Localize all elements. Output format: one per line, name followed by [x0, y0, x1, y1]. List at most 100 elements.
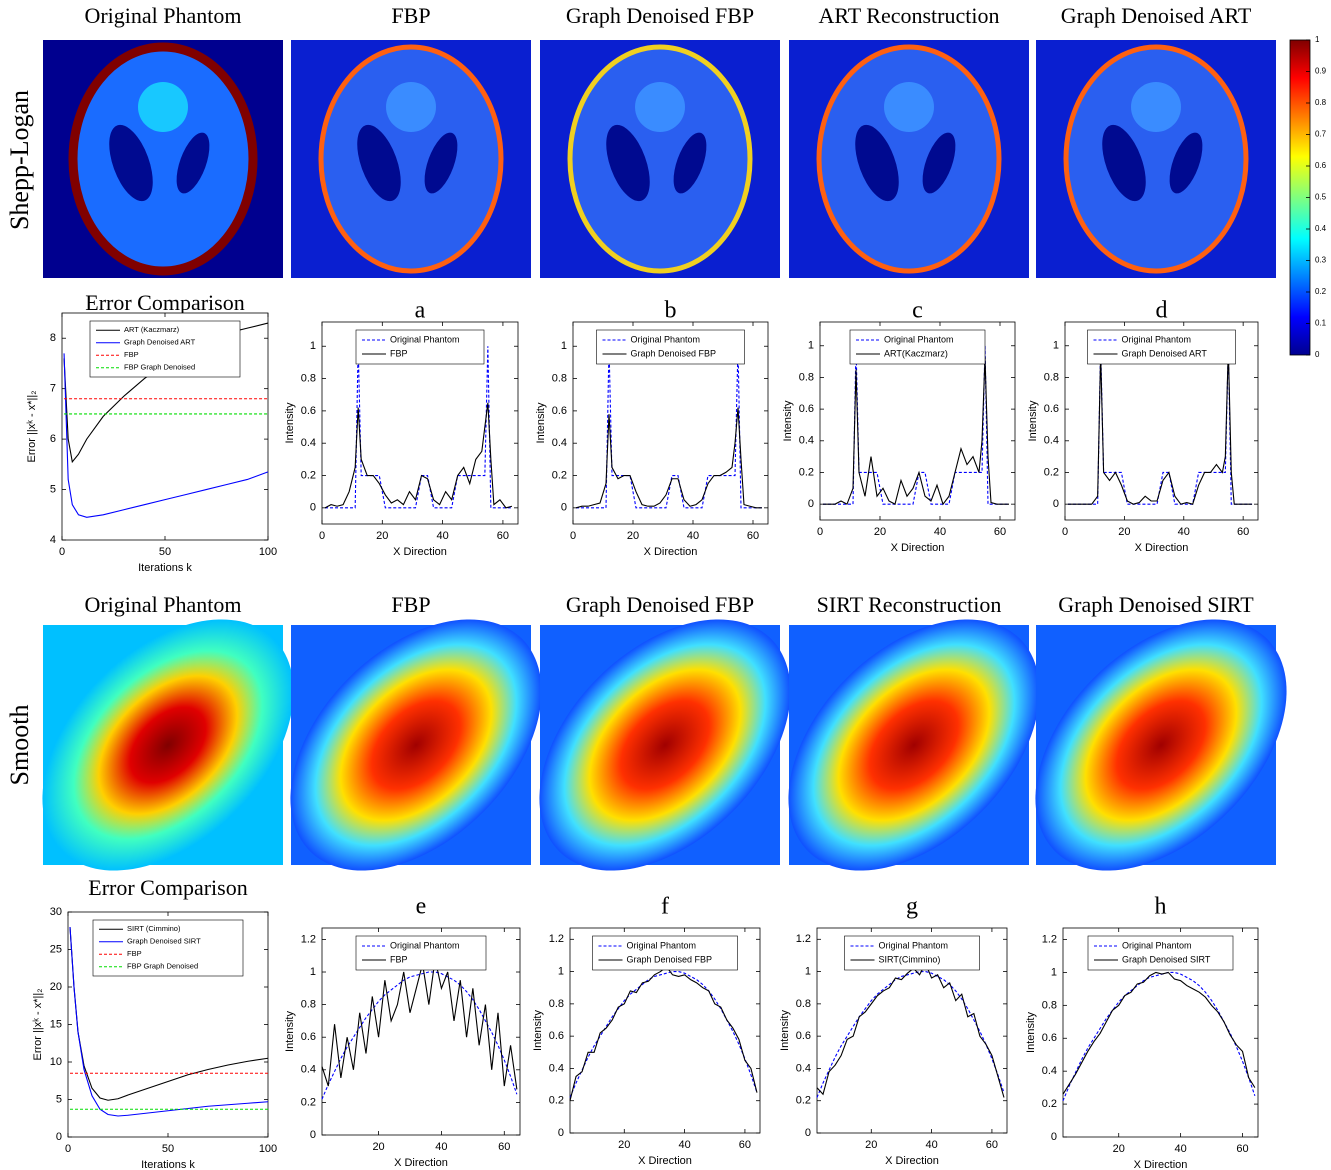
legend: Original Phantom Graph Denoised SIRT	[1088, 936, 1233, 970]
x-tick-label: 60	[1237, 526, 1249, 538]
y-tick-label: 0	[561, 502, 567, 514]
x-axis-label: X Direction	[891, 542, 945, 554]
legend: Original PhantomGraph Denoised ART	[1088, 330, 1236, 364]
x-tick-label: 60	[1236, 1143, 1248, 1155]
image	[988, 572, 1331, 918]
x-tick-label: 60	[994, 526, 1006, 538]
x-tick-label: 40	[436, 530, 448, 542]
y-tick-label: 7	[50, 383, 56, 395]
y-axis-label: Intensity	[284, 1011, 296, 1052]
legend: SIRT (Cimmino)Graph Denoised SIRTFBPFBP …	[93, 920, 243, 976]
y-tick-label: 20	[50, 981, 62, 993]
y-tick-label: 1	[558, 965, 564, 977]
y-tick-label: 1	[310, 340, 316, 352]
y-tick-label: 1.2	[796, 933, 811, 945]
image-title: Graph Denoised ART	[1061, 3, 1252, 28]
x-tick-label: 20	[1113, 1143, 1125, 1155]
y-tick-label: 0.6	[796, 1030, 811, 1042]
y-tick-label: 0.4	[1044, 435, 1059, 447]
x-axis-label: X Direction	[885, 1155, 939, 1167]
y-tick-label: 0.6	[1042, 1032, 1057, 1044]
x-tick-label: 40	[687, 530, 699, 542]
colorbar-tick-label: 0.6	[1315, 161, 1327, 170]
image-shape	[884, 82, 934, 132]
x-tick-label: 0	[570, 530, 576, 542]
y-tick-label: 0.4	[301, 1064, 316, 1076]
image-title: Original Phantom	[84, 592, 241, 617]
legend-label: Original Phantom	[390, 940, 460, 950]
colorbar-tick-label: 1	[1315, 35, 1320, 44]
x-tick-label: 0	[817, 526, 823, 538]
image-title: FBP	[391, 3, 430, 28]
y-tick-label: 0.2	[796, 1095, 811, 1107]
y-tick-label: 0	[56, 1131, 62, 1143]
x-tick-label: 20	[874, 526, 886, 538]
x-axis-label: Iterations k	[141, 1159, 195, 1170]
y-tick-label: 1	[310, 966, 316, 978]
x-axis-label: X Direction	[638, 1155, 692, 1167]
row-label: Shepp-Logan	[5, 90, 34, 230]
colorbar-tick-label: 0.9	[1315, 67, 1327, 76]
row-label: Smooth	[5, 705, 34, 786]
x-axis-label: X Direction	[644, 546, 698, 558]
colorbar-tick-label: 0.4	[1315, 224, 1327, 233]
y-tick-label: 0.4	[799, 435, 814, 447]
image	[1036, 40, 1276, 278]
colorbar-tick-label: 0.1	[1315, 319, 1327, 328]
y-tick-label: 0.8	[796, 998, 811, 1010]
x-tick-label: 100	[259, 546, 277, 558]
colorbar-tick-label: 0.3	[1315, 256, 1327, 265]
image-shape	[386, 82, 436, 132]
y-tick-label: 0.8	[552, 372, 567, 384]
y-tick-label: 1	[561, 340, 567, 352]
x-tick-label: 20	[376, 530, 388, 542]
legend-label: FBP	[124, 350, 139, 359]
legend-label: FBP	[390, 348, 408, 358]
y-tick-label: 1	[1053, 340, 1059, 352]
y-tick-label: 1	[805, 965, 811, 977]
x-tick-label: 60	[739, 1139, 751, 1151]
y-tick-label: 15	[50, 1018, 62, 1030]
x-axis-label: X Direction	[1134, 1159, 1188, 1170]
legend-label: FBP	[390, 954, 408, 964]
y-tick-label: 0.6	[552, 405, 567, 417]
y-tick-label: 0	[805, 1127, 811, 1139]
legend-label: Graph Denoised SIRT	[1122, 954, 1211, 964]
image-shape	[1131, 82, 1181, 132]
y-tick-label: 0.2	[552, 469, 567, 481]
image	[741, 572, 1087, 918]
legend: Original Phantom FBP	[356, 330, 484, 364]
colorbar-tick-label: 0.7	[1315, 130, 1327, 139]
y-tick-label: 0.2	[301, 469, 316, 481]
colorbar-tick-label: 0.5	[1315, 193, 1327, 202]
legend-label: Graph Denoised ART	[124, 338, 196, 347]
y-tick-label: 0	[558, 1127, 564, 1139]
chart-title: c	[912, 298, 923, 324]
legend: Original Phantom FBP	[356, 936, 486, 970]
legend-label: ART(Kaczmarz)	[884, 348, 948, 358]
y-tick-label: 1	[808, 340, 814, 352]
legend-label: Original Phantom	[1122, 940, 1192, 950]
legend-label: Original Phantom	[631, 334, 701, 344]
image-shape	[1066, 47, 1246, 271]
y-tick-label: 0.4	[796, 1062, 811, 1074]
x-tick-label: 40	[1174, 1143, 1186, 1155]
legend-label: Original Phantom	[390, 334, 460, 344]
x-tick-label: 100	[259, 1143, 277, 1155]
chart-title: b	[665, 298, 677, 324]
legend-label: Graph Denoised FBP	[627, 954, 713, 964]
image	[540, 40, 780, 278]
image-title: Original Phantom	[84, 3, 241, 28]
y-tick-label: 5	[56, 1093, 62, 1105]
y-axis-label: Intensity	[284, 402, 296, 443]
x-tick-label: 40	[435, 1141, 447, 1153]
x-tick-label: 20	[627, 530, 639, 542]
y-tick-label: 0.2	[301, 1096, 316, 1108]
x-tick-label: 20	[865, 1139, 877, 1151]
image-title: SIRT Reconstruction	[817, 592, 1002, 617]
image-shape	[635, 82, 685, 132]
chart-title: g	[906, 894, 918, 920]
legend-label: Original Phantom	[1122, 334, 1192, 344]
